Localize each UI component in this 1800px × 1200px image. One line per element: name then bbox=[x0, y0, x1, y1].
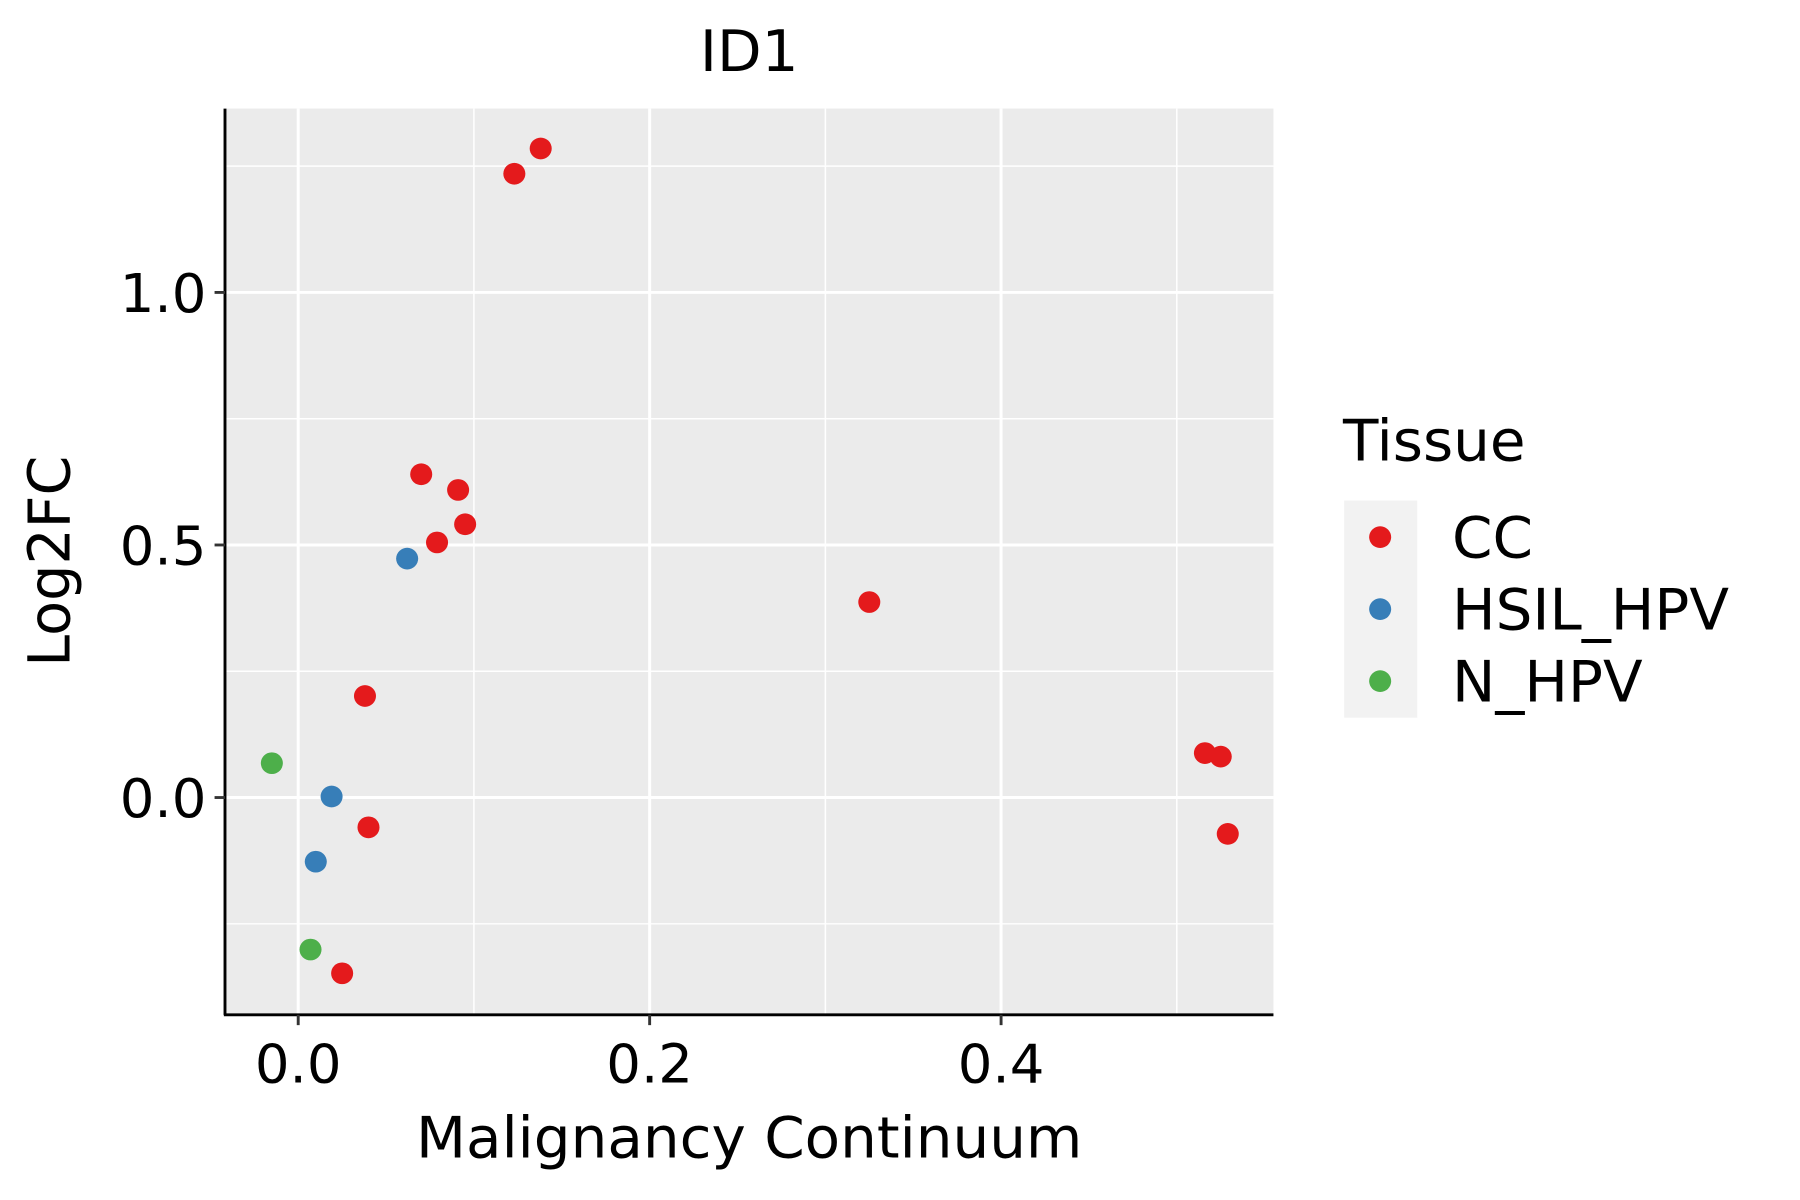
x-tick-label: 0.2 bbox=[606, 1033, 693, 1096]
x-tick-label: 0.0 bbox=[255, 1033, 342, 1096]
point-hsil-hpv bbox=[396, 547, 419, 570]
point-cc bbox=[331, 962, 354, 985]
point-cc bbox=[1216, 823, 1239, 845]
plot-panel bbox=[226, 108, 1274, 1014]
point-cc bbox=[410, 463, 433, 486]
legend-label: CC bbox=[1452, 505, 1533, 572]
gridlines bbox=[226, 108, 1274, 1014]
chart-title: ID1 bbox=[700, 18, 799, 85]
data-points bbox=[260, 137, 1239, 985]
legend-title: Tissue bbox=[1342, 408, 1526, 475]
point-cc bbox=[858, 591, 881, 613]
point-hsil-hpv bbox=[304, 850, 327, 873]
point-cc bbox=[529, 137, 552, 160]
point-n-hpv bbox=[260, 752, 283, 775]
y-tick-label: 0.0 bbox=[120, 767, 207, 830]
legend-label: N_HPV bbox=[1452, 649, 1643, 716]
point-cc bbox=[454, 513, 477, 536]
y-tick-label: 1.0 bbox=[120, 262, 207, 325]
point-cc bbox=[426, 531, 449, 554]
point-cc bbox=[353, 685, 376, 707]
legend-label: HSIL_HPV bbox=[1452, 577, 1729, 644]
point-cc bbox=[447, 479, 470, 501]
x-axis-label: Malignancy Continuum bbox=[416, 1105, 1082, 1172]
x-tick-label: 0.4 bbox=[958, 1033, 1045, 1096]
legend-key-hsil-hpv bbox=[1369, 598, 1392, 620]
y-axis-label: Log2FC bbox=[16, 456, 83, 667]
point-hsil-hpv bbox=[320, 785, 343, 808]
point-cc bbox=[1209, 745, 1232, 768]
axis-ticks: 0.0 0.2 0.4 0.0 0.5 1.0 bbox=[120, 262, 1045, 1095]
point-n-hpv bbox=[299, 938, 322, 961]
point-cc bbox=[357, 816, 380, 839]
legend-key-cc bbox=[1369, 526, 1392, 548]
y-tick-label: 0.5 bbox=[120, 515, 207, 578]
legend-key-n-hpv bbox=[1369, 670, 1392, 692]
point-cc bbox=[503, 162, 526, 185]
